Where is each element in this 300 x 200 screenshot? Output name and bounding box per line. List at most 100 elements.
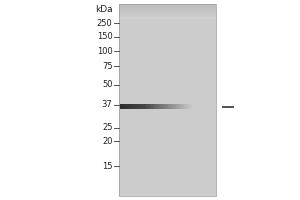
Bar: [118, 131, 216, 133]
Bar: [118, 25, 216, 27]
Text: 75: 75: [102, 62, 112, 71]
Bar: [176, 104, 178, 109]
Bar: [118, 177, 216, 179]
Bar: [118, 71, 216, 74]
Bar: [128, 104, 129, 109]
Bar: [118, 21, 216, 24]
Bar: [118, 104, 216, 106]
Bar: [167, 104, 168, 109]
Bar: [118, 96, 216, 98]
Bar: [118, 140, 216, 143]
Bar: [118, 163, 216, 166]
Bar: [118, 39, 216, 41]
Bar: [118, 87, 216, 89]
Bar: [194, 104, 196, 109]
Bar: [171, 104, 172, 109]
Bar: [118, 4, 216, 196]
Bar: [118, 165, 216, 168]
Bar: [118, 110, 216, 112]
Bar: [118, 108, 216, 110]
Bar: [118, 33, 216, 35]
Bar: [118, 188, 216, 191]
Bar: [123, 104, 124, 109]
Bar: [118, 50, 216, 52]
Bar: [118, 113, 216, 116]
Bar: [180, 104, 182, 109]
Bar: [162, 104, 163, 109]
Bar: [118, 150, 216, 152]
Bar: [118, 144, 216, 146]
Bar: [118, 60, 216, 62]
Bar: [186, 104, 188, 109]
Bar: [118, 156, 216, 158]
Bar: [118, 31, 216, 33]
Bar: [118, 65, 216, 68]
Bar: [160, 104, 162, 109]
Bar: [118, 152, 216, 154]
Bar: [156, 104, 158, 109]
Bar: [118, 52, 216, 54]
Bar: [118, 183, 216, 185]
Bar: [189, 104, 190, 109]
Bar: [177, 104, 179, 109]
Bar: [118, 77, 216, 79]
Bar: [118, 64, 216, 66]
Bar: [118, 184, 216, 187]
Bar: [118, 129, 216, 131]
Bar: [118, 42, 216, 45]
Bar: [118, 35, 216, 37]
Bar: [118, 158, 216, 160]
Bar: [178, 104, 180, 109]
Bar: [118, 142, 216, 145]
Bar: [118, 94, 216, 97]
Bar: [118, 186, 216, 189]
Bar: [121, 104, 123, 109]
Bar: [118, 85, 216, 87]
Text: 20: 20: [102, 137, 112, 146]
Bar: [118, 40, 216, 43]
Bar: [175, 104, 176, 109]
Bar: [195, 104, 197, 109]
Bar: [142, 104, 144, 109]
Bar: [148, 104, 150, 109]
Bar: [158, 104, 159, 109]
Bar: [118, 154, 216, 156]
Bar: [118, 6, 216, 8]
Bar: [197, 104, 198, 109]
Bar: [118, 75, 216, 77]
Bar: [118, 125, 216, 127]
Bar: [129, 104, 131, 109]
Bar: [118, 27, 216, 29]
Bar: [127, 104, 128, 109]
Bar: [118, 81, 216, 83]
Bar: [169, 104, 171, 109]
Bar: [118, 138, 216, 141]
Bar: [145, 104, 146, 109]
Bar: [118, 44, 216, 47]
Bar: [154, 104, 155, 109]
Bar: [166, 104, 167, 109]
Bar: [140, 104, 141, 109]
Bar: [138, 104, 140, 109]
Bar: [118, 133, 216, 135]
Bar: [118, 54, 216, 56]
Bar: [159, 104, 160, 109]
Bar: [120, 104, 122, 109]
Bar: [124, 104, 125, 109]
Bar: [118, 14, 216, 16]
Bar: [193, 104, 194, 109]
Bar: [184, 104, 185, 109]
Bar: [118, 67, 216, 70]
Text: 150: 150: [97, 32, 112, 41]
Bar: [147, 104, 149, 109]
Bar: [118, 48, 216, 50]
Text: kDa: kDa: [95, 5, 112, 14]
Bar: [118, 161, 216, 164]
Bar: [118, 88, 216, 91]
Bar: [118, 160, 216, 162]
Bar: [118, 12, 216, 14]
Bar: [168, 104, 170, 109]
Bar: [118, 148, 216, 150]
Bar: [141, 104, 142, 109]
Bar: [118, 98, 216, 100]
